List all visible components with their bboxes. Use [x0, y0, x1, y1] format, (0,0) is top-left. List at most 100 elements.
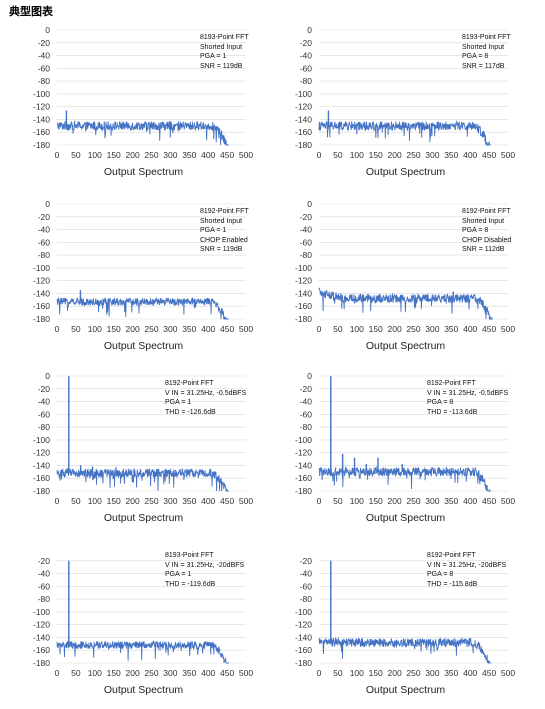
x-tick-label: 400 [463, 324, 477, 334]
x-tick-label: 500 [239, 324, 253, 334]
y-tick-label: -60 [38, 409, 51, 419]
y-tick-label: -60 [300, 409, 313, 419]
x-tick-label: 200 [388, 150, 402, 160]
x-tick-label: 300 [163, 668, 177, 678]
y-tick-label: -80 [38, 250, 51, 260]
y-tick-label: 0 [45, 371, 50, 381]
x-tick-label: 200 [126, 496, 140, 506]
spectrum-series [56, 290, 229, 320]
y-tick-label: -120 [295, 620, 312, 630]
y-tick-label: 0 [307, 25, 312, 35]
y-tick-label: -80 [38, 422, 51, 432]
annotation-line: Shorted Input [200, 43, 243, 51]
chart-annotation: 8192-Point FFT Shorted Input PGA = 8 CHOP D… [462, 207, 511, 255]
x-tick-label: 450 [482, 324, 496, 334]
annotation-line: SNR = 119dB [200, 62, 243, 70]
annotation-line: 8192-Point FFT [165, 380, 214, 387]
chart-svg: 0 -20 -40 -60 -80 -100 -120 -140 -160 -180 0 50 100 1… [33, 25, 253, 178]
y-tick-label: -120 [295, 448, 312, 458]
x-axis-label: Output Spectrum [366, 512, 446, 524]
x-tick-label: 100 [350, 668, 364, 678]
y-tick-label: -180 [33, 658, 50, 668]
y-tick-label: -40 [300, 397, 313, 407]
chart-annotation: 8192-Point FFT Shorted Input PGA = 1 CHOP E… [200, 207, 249, 255]
chart-svg: 0 -20 -40 -60 -80 -100 -120 -140 -160 -180 0 50 100 1… [33, 371, 253, 524]
y-tick-label: -160 [295, 127, 312, 137]
y-tick-label: -140 [295, 632, 312, 642]
annotation-line: Shorted Input [462, 217, 505, 225]
x-tick-label: 450 [220, 496, 234, 506]
y-tick-label: -180 [33, 140, 50, 150]
y-tick-label: -120 [33, 102, 50, 112]
annotation-line: 8193-Point FFT [165, 552, 214, 559]
y-tick-label: -100 [33, 435, 50, 445]
annotation-line: 8193-Point FFT [462, 34, 511, 41]
x-tick-label: 100 [350, 324, 364, 334]
y-tick-label: -20 [38, 384, 51, 394]
x-tick-label: 500 [239, 668, 253, 678]
x-tick-label: 450 [482, 668, 496, 678]
x-tick-label: 350 [182, 150, 196, 160]
annotation-line: 8192-Point FFT [462, 208, 511, 215]
annotation-line: CHOP Disabled [462, 236, 512, 244]
y-tick-label: -80 [300, 422, 313, 432]
x-tick-label: 150 [369, 150, 383, 160]
x-axis-label: Output Spectrum [366, 340, 446, 352]
annotation-line: PGA = 1 [200, 53, 227, 60]
annotation-line: THD = -119.6dB [165, 580, 216, 588]
chart-svg: -20 -40 -60 -80 -100 -120 -140 -160 -180 0 50 100 15… [295, 556, 515, 696]
y-tick-label: -20 [38, 212, 51, 222]
annotation-line: PGA = 1 [165, 571, 192, 578]
y-tick-label: -60 [38, 581, 51, 591]
y-tick-label: -20 [300, 384, 313, 394]
fft-chart-7: -20 -40 -60 -80 -100 -120 -140 -160 -180 0 50 100 15… [0, 538, 258, 708]
x-tick-label: 100 [350, 150, 364, 160]
y-tick-label: -60 [300, 63, 313, 73]
y-tick-label: -180 [295, 658, 312, 668]
x-tick-label: 450 [220, 150, 234, 160]
x-tick-label: 500 [501, 668, 515, 678]
x-axis-label: Output Spectrum [104, 512, 184, 524]
x-tick-label: 0 [317, 150, 322, 160]
x-tick-label: 350 [444, 150, 458, 160]
x-tick-label: 300 [425, 496, 439, 506]
x-tick-label: 150 [107, 150, 121, 160]
annotation-line: PGA = 8 [427, 399, 454, 406]
y-tick-label: -140 [33, 114, 50, 124]
x-tick-label: 250 [144, 668, 158, 678]
x-tick-label: 100 [88, 668, 102, 678]
x-tick-label: 0 [55, 668, 60, 678]
y-tick-label: -40 [38, 569, 51, 579]
fft-chart-8: -20 -40 -60 -80 -100 -120 -140 -160 -180 0 50 100 15… [262, 538, 520, 708]
annotation-line: 8192-Point FFT [200, 208, 249, 215]
x-tick-label: 500 [501, 150, 515, 160]
fft-chart-6: 0 -20 -40 -60 -80 -100 -120 -140 -160 -180 0 50 100 1… [262, 366, 520, 536]
x-axis-label: Output Spectrum [104, 166, 184, 178]
chart-annotation: 8192-Point FFT V IN = 31.25Hz, -20dBFS PGA… [427, 551, 506, 589]
x-tick-label: 200 [388, 668, 402, 678]
x-tick-label: 250 [144, 324, 158, 334]
x-tick-label: 100 [88, 324, 102, 334]
y-tick-label: -60 [300, 581, 313, 591]
y-tick-label: -100 [295, 435, 312, 445]
x-tick-label: 300 [163, 150, 177, 160]
annotation-line: 8192-Point FFT [427, 552, 476, 559]
annotation-line: 8193-Point FFT [200, 34, 249, 41]
chart-svg: -20 -40 -60 -80 -100 -120 -140 -160 -180 0 50 100 15… [33, 556, 253, 696]
y-tick-label: -140 [295, 460, 312, 470]
x-tick-label: 50 [71, 668, 81, 678]
spectrum-series [56, 110, 229, 146]
y-tick-label: -160 [295, 473, 312, 483]
annotation-line: SNR = 112dB [462, 246, 505, 253]
y-tick-label: -120 [33, 276, 50, 286]
spectrum-series [56, 376, 229, 493]
x-tick-label: 350 [182, 496, 196, 506]
y-tick-label: -100 [295, 263, 312, 273]
x-tick-label: 0 [317, 668, 322, 678]
y-tick-label: -80 [300, 250, 313, 260]
y-tick-label: -120 [33, 620, 50, 630]
x-tick-label: 350 [444, 324, 458, 334]
y-tick-label: -40 [38, 225, 51, 235]
x-tick-label: 300 [425, 150, 439, 160]
annotation-line: PGA = 1 [200, 227, 227, 234]
